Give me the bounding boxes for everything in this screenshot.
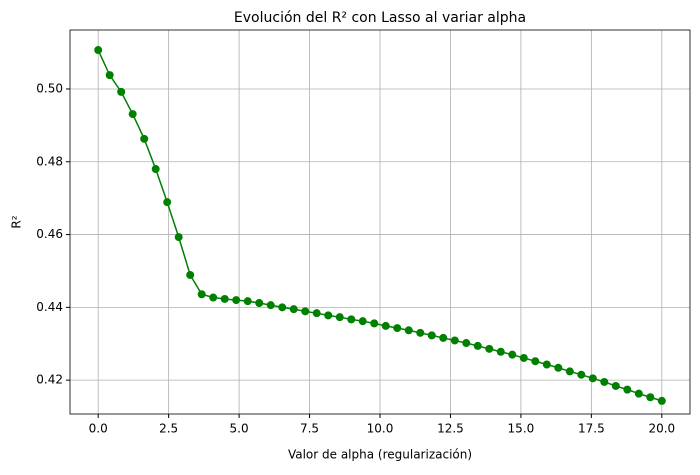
data-point <box>278 303 287 312</box>
data-point <box>301 307 310 316</box>
data-point <box>519 353 528 362</box>
data-point <box>381 321 390 330</box>
x-tick-label: 2.5 <box>159 422 178 436</box>
plot-frame <box>69 29 691 415</box>
x-tick-label: 5.0 <box>230 422 249 436</box>
data-point <box>312 309 321 318</box>
x-tick-label: 15.0 <box>508 422 535 436</box>
data-point <box>554 363 563 372</box>
data-point <box>634 389 643 398</box>
x-tick-label: 20.0 <box>648 422 675 436</box>
data-point <box>186 270 195 279</box>
data-point <box>335 313 344 322</box>
y-tick-label: 0.50 <box>36 81 63 95</box>
y-tick-label: 0.48 <box>36 154 63 168</box>
data-point <box>462 339 471 348</box>
data-point <box>646 393 655 402</box>
x-tick-label: 0.0 <box>89 422 108 436</box>
x-tick-label: 12.5 <box>437 422 464 436</box>
chart-title: Evolución del R² con Lasso al variar alp… <box>234 10 526 26</box>
data-point <box>209 293 218 302</box>
data-point <box>439 333 448 342</box>
data-point <box>197 290 206 299</box>
data-point <box>496 347 505 356</box>
data-point <box>151 165 160 174</box>
data-point <box>220 294 229 303</box>
data-point <box>243 297 252 306</box>
data-point <box>163 198 172 207</box>
data-point <box>508 350 517 359</box>
y-tick-label: 0.42 <box>36 373 63 387</box>
data-point <box>623 385 632 394</box>
data-point <box>128 110 137 119</box>
x-tick-label: 17.5 <box>578 422 605 436</box>
data-point <box>232 296 241 305</box>
data-point <box>358 317 367 326</box>
data-point <box>577 370 586 379</box>
data-point <box>416 328 425 337</box>
data-point <box>600 377 609 386</box>
data-point <box>565 367 574 376</box>
x-axis-label: Valor de alpha (regularización) <box>288 448 472 462</box>
data-point <box>347 315 356 324</box>
data-point <box>324 311 333 320</box>
data-point <box>289 305 298 314</box>
data-point <box>531 357 540 366</box>
data-point <box>266 301 275 310</box>
data-point <box>393 324 402 333</box>
data-point <box>117 87 126 96</box>
x-tick-label: 7.5 <box>300 422 319 436</box>
data-point <box>174 233 183 242</box>
data-point <box>370 319 379 328</box>
x-tick-label: 10.0 <box>367 422 394 436</box>
data-point <box>427 331 436 340</box>
data-point <box>450 336 459 345</box>
data-point <box>94 46 103 55</box>
y-tick-label: 0.44 <box>36 300 63 314</box>
data-point <box>255 298 264 307</box>
data-point <box>473 341 482 350</box>
data-point <box>140 134 149 143</box>
y-axis-label: R² <box>10 215 24 228</box>
data-point <box>657 396 666 405</box>
data-point <box>588 374 597 383</box>
data-point <box>542 360 551 369</box>
data-point <box>485 344 494 353</box>
data-point <box>611 381 620 390</box>
data-point <box>404 326 413 335</box>
data-point <box>105 71 114 80</box>
y-tick-label: 0.46 <box>36 227 63 241</box>
